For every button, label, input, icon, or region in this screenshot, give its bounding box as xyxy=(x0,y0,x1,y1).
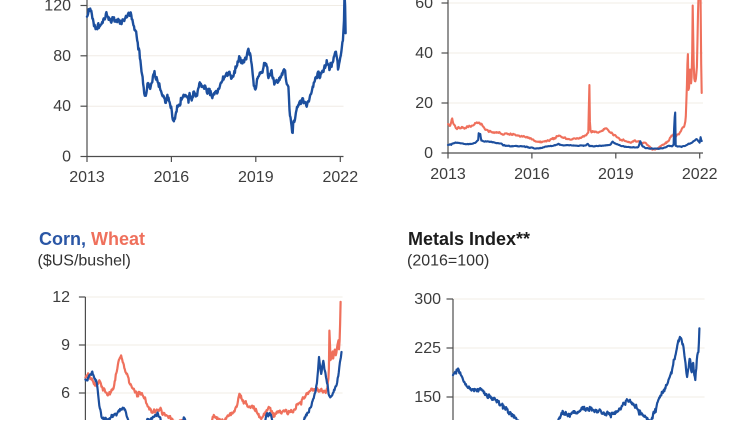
svg-text:2016: 2016 xyxy=(514,166,550,183)
svg-text:12: 12 xyxy=(52,289,70,306)
svg-text:6: 6 xyxy=(61,385,70,402)
svg-text:2019: 2019 xyxy=(598,166,634,183)
svg-text:20: 20 xyxy=(415,95,433,112)
svg-text:60: 60 xyxy=(415,0,433,12)
svg-text:Corn, Wheat: Corn, Wheat xyxy=(39,229,145,249)
svg-text:9: 9 xyxy=(61,337,70,354)
svg-text:40: 40 xyxy=(53,98,71,115)
svg-text:40: 40 xyxy=(415,45,433,62)
svg-text:150: 150 xyxy=(414,389,441,406)
svg-text:120: 120 xyxy=(44,0,71,15)
svg-text:0: 0 xyxy=(424,145,433,162)
svg-text:($US/bushel): ($US/bushel) xyxy=(38,253,131,270)
svg-text:2016: 2016 xyxy=(154,169,190,186)
svg-text:2013: 2013 xyxy=(69,169,105,186)
svg-text:2022: 2022 xyxy=(323,169,359,186)
svg-text:2019: 2019 xyxy=(238,169,274,186)
svg-text:2022: 2022 xyxy=(682,166,718,183)
svg-text:300: 300 xyxy=(414,291,441,308)
svg-text:Metals Index**: Metals Index** xyxy=(408,229,530,249)
svg-text:(2016=100): (2016=100) xyxy=(407,253,489,270)
svg-text:225: 225 xyxy=(414,340,441,357)
svg-text:0: 0 xyxy=(62,149,71,166)
svg-text:2013: 2013 xyxy=(430,166,466,183)
svg-text:80: 80 xyxy=(53,48,71,65)
